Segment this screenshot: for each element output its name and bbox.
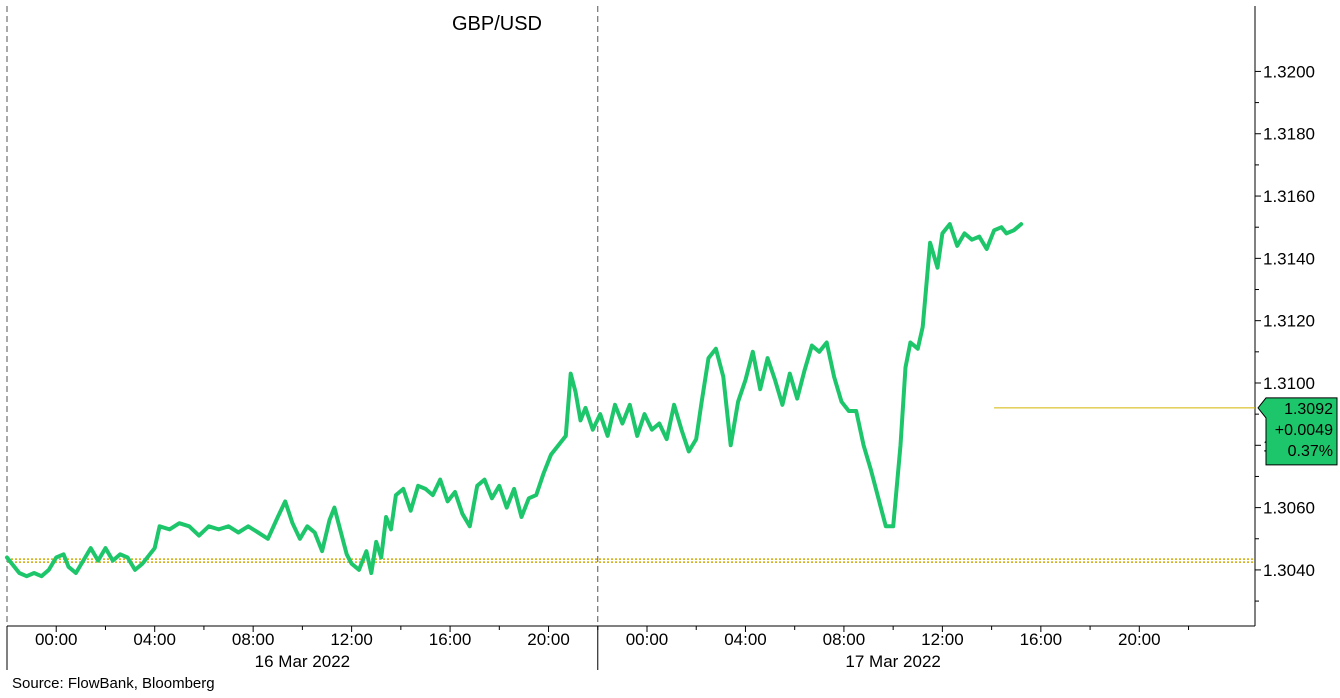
- y-tick-label: 1.3060: [1263, 499, 1315, 518]
- last-value-change: +0.0049: [1275, 422, 1333, 439]
- series-group: [5, 222, 1255, 579]
- day-separators: [6, 6, 599, 670]
- x-tick-label: 04:00: [724, 630, 767, 649]
- y-tick-label: 1.3160: [1263, 187, 1315, 206]
- last-value-pct: 0.37%: [1288, 443, 1333, 460]
- y-tick-label: 1.3140: [1263, 249, 1315, 268]
- series-line: [5, 222, 1024, 579]
- source-note: Source: FlowBank, Bloomberg: [12, 675, 215, 692]
- y-tick-label: 1.3120: [1263, 312, 1315, 331]
- x-tick-label: 20:00: [527, 630, 570, 649]
- x-tick-label: 00:00: [35, 630, 78, 649]
- x-tick-label: 16:00: [429, 630, 472, 649]
- chart-title: GBP/USD: [452, 13, 542, 35]
- x-tick-label: 04:00: [133, 630, 176, 649]
- last-value-badge: 1.3092 +0.0049 0.37%: [1257, 397, 1338, 466]
- last-value-price: 1.3092: [1284, 401, 1333, 418]
- tick-labels: 1.30401.30601.30801.31001.31201.31401.31…: [6, 62, 1315, 671]
- x-day-label: 17 Mar 2022: [845, 652, 940, 671]
- x-tick-label: 08:00: [232, 630, 275, 649]
- x-tick-label: 08:00: [823, 630, 866, 649]
- last-value-badge-shape: [1257, 397, 1338, 466]
- x-day-label: 16 Mar 2022: [255, 652, 350, 671]
- y-tick-label: 1.3200: [1263, 62, 1315, 81]
- x-tick-label: 12:00: [330, 630, 373, 649]
- x-tick-label: 00:00: [626, 630, 669, 649]
- x-tick-label: 20:00: [1118, 630, 1161, 649]
- y-tick-label: 1.3100: [1263, 374, 1315, 393]
- reference-line-group: [7, 558, 1255, 563]
- chart-axes: [7, 6, 1256, 627]
- y-tick-label: 1.3040: [1263, 561, 1315, 580]
- x-tick-label: 12:00: [921, 630, 964, 649]
- y-tick-label: 1.3180: [1263, 125, 1315, 144]
- x-tick-label: 16:00: [1020, 630, 1063, 649]
